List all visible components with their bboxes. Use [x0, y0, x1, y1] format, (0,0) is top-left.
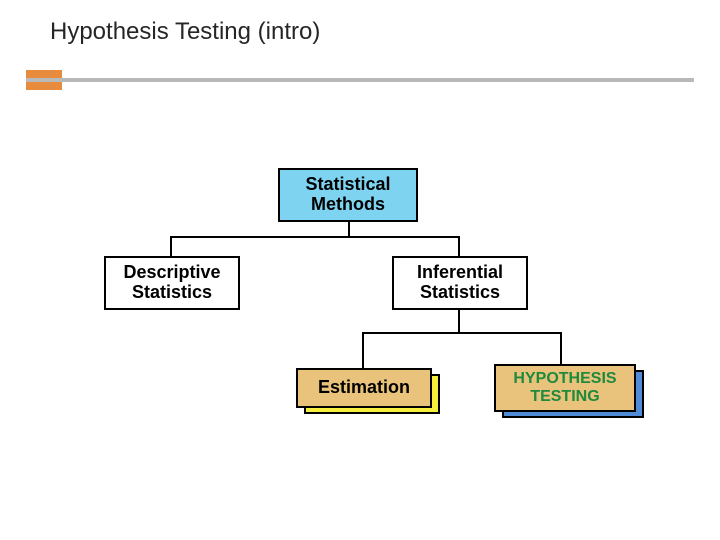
connector-segment [170, 236, 460, 238]
connector-segment [458, 310, 460, 334]
node-estimation: Estimation [296, 368, 432, 408]
connector-segment [362, 332, 562, 334]
page-title: Hypothesis Testing (intro) [50, 18, 320, 46]
slide: Hypothesis Testing (intro) Statistical M… [0, 0, 720, 540]
node-hypothesis-testing: HYPOTHESIS TESTING [494, 364, 636, 412]
connector-segment [362, 332, 364, 372]
node-statistical-methods: Statistical Methods [278, 168, 418, 222]
node-descriptive-statistics: Descriptive Statistics [104, 256, 240, 310]
node-inferential-statistics: Inferential Statistics [392, 256, 528, 310]
connector-segment [458, 236, 460, 256]
connector-segment [170, 236, 172, 256]
divider-rule [26, 78, 694, 82]
